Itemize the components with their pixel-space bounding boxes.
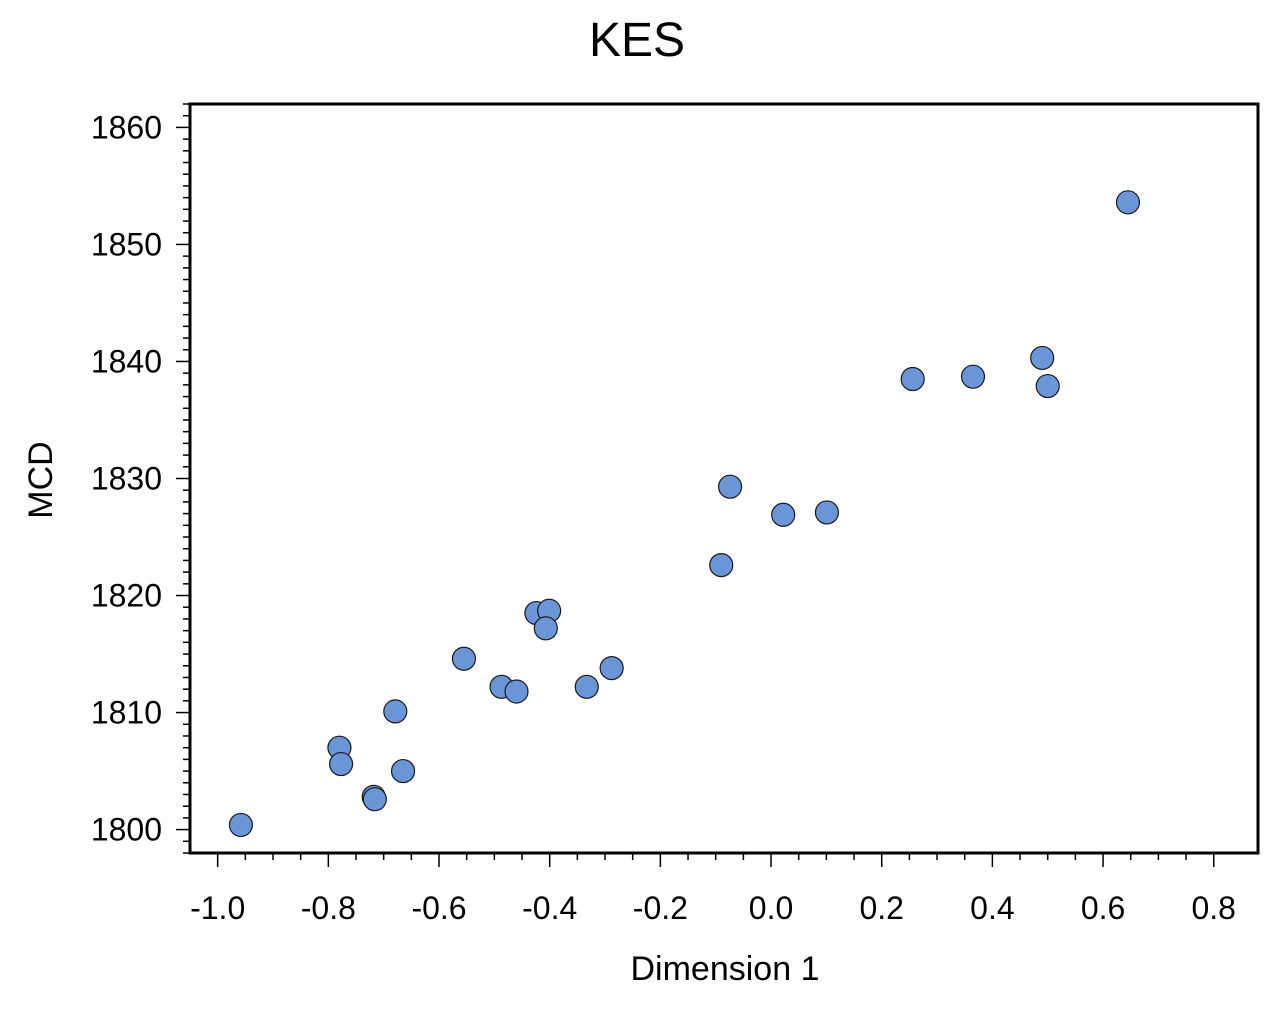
- x-tick-label: -0.8: [301, 890, 356, 926]
- data-point: [390, 758, 416, 784]
- data-point: [599, 655, 624, 681]
- data-point: [504, 679, 529, 704]
- x-axis-label: Dimension 1: [631, 950, 820, 988]
- chart-title: KES: [589, 14, 685, 67]
- y-tick-label: 1830: [91, 461, 162, 497]
- data-point: [709, 553, 734, 578]
- x-tick-label: -0.4: [522, 890, 577, 926]
- y-tick-label: 1840: [91, 343, 162, 379]
- x-tick-label: -0.2: [633, 890, 688, 926]
- x-tick-label: 0.8: [1191, 890, 1235, 926]
- data-point: [362, 787, 387, 812]
- data-point: [1030, 345, 1055, 371]
- y-tick-label: 1860: [91, 109, 162, 145]
- axis-ticks: -1.0 -0.8 -0.6 -0.4 -0.2 0.0 0.2 0.4 0.6 0.8 1800 1…: [91, 103, 1236, 926]
- data-point: [328, 751, 354, 777]
- plot-frame: [188, 102, 1260, 855]
- data-point: [814, 500, 840, 525]
- data-point: [960, 364, 986, 389]
- x-tick-label: 0.4: [970, 890, 1014, 926]
- data-point: [717, 474, 743, 499]
- x-tick-label: -1.0: [190, 890, 245, 926]
- data-points: [228, 190, 1141, 838]
- data-point: [451, 646, 477, 671]
- data-point: [771, 502, 796, 527]
- data-point: [383, 699, 408, 724]
- y-tick-label: 1810: [91, 695, 162, 731]
- data-point: [900, 366, 925, 392]
- y-tick-label: 1820: [91, 578, 162, 614]
- x-tick-label: 0.2: [859, 890, 903, 926]
- y-tick-label: 1850: [91, 226, 162, 262]
- data-point: [574, 674, 599, 699]
- x-tick-label: -0.6: [411, 890, 466, 926]
- x-tick-label: 0.6: [1081, 890, 1125, 926]
- data-point: [1115, 190, 1141, 215]
- y-axis-label: MCD: [22, 441, 60, 518]
- data-point: [228, 812, 254, 838]
- data-point: [1035, 373, 1060, 399]
- data-point: [533, 616, 558, 641]
- y-tick-label: 1800: [91, 812, 162, 848]
- x-tick-label: 0.0: [749, 890, 793, 926]
